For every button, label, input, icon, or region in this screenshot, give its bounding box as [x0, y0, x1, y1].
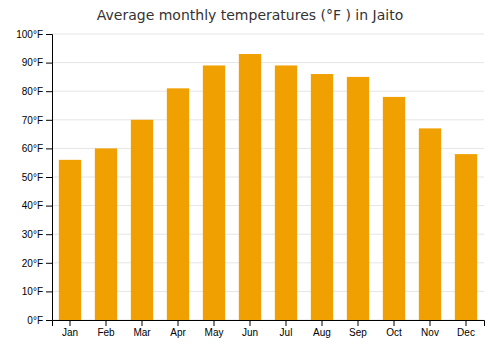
x-tick-mark [322, 320, 323, 326]
bar [131, 120, 153, 320]
x-tick-mark [106, 320, 107, 326]
x-tick: Jan [62, 320, 78, 338]
x-tick-mark [394, 320, 395, 326]
y-tick: 0°F [27, 315, 52, 326]
y-tick-mark [46, 63, 52, 64]
y-tick-label: 80°F [22, 86, 43, 97]
x-tick-label: Jan [62, 327, 78, 338]
grid-line [52, 62, 484, 63]
x-tick-label: Aug [313, 327, 331, 338]
bar [347, 77, 369, 320]
x-tick: Jul [280, 320, 293, 338]
y-tick: 100°F [16, 29, 52, 40]
bar [311, 74, 333, 320]
y-tick: 80°F [22, 86, 52, 97]
x-tick-mark [178, 320, 179, 326]
grid-line [52, 91, 484, 92]
x-tick: Dec [457, 320, 475, 338]
x-tick-mark [358, 320, 359, 326]
plot: Jan Feb Mar Apr May Jun Jul Aug Sep Oct Nov Dec 0°F 1… [16, 29, 484, 338]
y-tick-label: 90°F [22, 57, 43, 68]
y-tick-label: 20°F [22, 258, 43, 269]
chart: Average monthly temperatures (°F ) in Ja… [0, 0, 500, 350]
x-tick-mark [430, 320, 431, 326]
x-tick-label: Jun [242, 327, 258, 338]
y-tick-mark [46, 91, 52, 92]
bar [455, 154, 477, 320]
x-tick-mark [70, 320, 71, 326]
x-tick-mark [250, 320, 251, 326]
y-tick-label: 0°F [27, 315, 43, 326]
y-tick-label: 30°F [22, 229, 43, 240]
bar [239, 54, 261, 320]
y-tick: 20°F [22, 258, 52, 269]
grid-line [52, 34, 484, 35]
y-tick-mark [46, 320, 52, 321]
grid [52, 34, 484, 320]
title: Average monthly temperatures (°F ) in Ja… [97, 7, 404, 23]
y-axis: 0°F 10°F 20°F 30°F 40°F 50°F 60°F 70°F 80°F 90°F 1… [16, 29, 52, 326]
x-tick-mark [142, 320, 143, 326]
y-tick-label: 10°F [22, 286, 43, 297]
x-tick: Feb [97, 320, 115, 338]
y-tick: 50°F [22, 172, 52, 183]
x-tick-mark [466, 320, 467, 326]
y-tick-mark [46, 120, 52, 121]
x-tick-label: Dec [457, 327, 475, 338]
x-tick-mark [214, 320, 215, 326]
y-tick: 60°F [22, 143, 52, 154]
bar [275, 65, 297, 320]
y-tick-mark [46, 263, 52, 264]
x-tick-label: Sep [349, 327, 367, 338]
y-tick-label: 50°F [22, 172, 43, 183]
bars [59, 54, 477, 320]
grid-line [52, 119, 484, 120]
y-tick-mark [46, 148, 52, 149]
x-tick-label: Apr [170, 327, 186, 338]
x-tick-label: Feb [97, 327, 115, 338]
x-tick-label: Oct [386, 327, 402, 338]
y-tick: 90°F [22, 57, 52, 68]
y-tick-mark [46, 177, 52, 178]
y-tick: 40°F [22, 200, 52, 211]
bar [167, 88, 189, 320]
bar [95, 148, 117, 320]
x-tick: Jun [242, 320, 258, 338]
y-tick-label: 100°F [16, 29, 43, 40]
bar [203, 65, 225, 320]
x-axis: Jan Feb Mar Apr May Jun Jul Aug Sep Oct Nov Dec [53, 320, 485, 338]
x-axis-line [53, 321, 485, 327]
bar [59, 160, 81, 320]
y-tick-label: 40°F [22, 200, 43, 211]
x-tick: Apr [170, 320, 186, 338]
x-tick-label: Jul [280, 327, 293, 338]
x-tick: May [205, 320, 224, 338]
y-axis-line [46, 35, 53, 321]
y-tick-label: 60°F [22, 143, 43, 154]
x-tick: Mar [133, 320, 151, 338]
x-tick-label: Nov [421, 327, 439, 338]
y-tick-mark [46, 34, 52, 35]
x-tick: Sep [349, 320, 367, 338]
x-tick-label: Mar [133, 327, 151, 338]
y-tick: 10°F [22, 286, 52, 297]
y-tick-mark [46, 291, 52, 292]
bar [419, 128, 441, 320]
y-tick: 70°F [22, 115, 52, 126]
x-tick-label: May [205, 327, 224, 338]
y-tick-mark [46, 234, 52, 235]
chart-container: Average monthly temperatures (°F ) in Ja… [0, 0, 500, 350]
x-tick: Nov [421, 320, 439, 338]
y-tick-label: 70°F [22, 115, 43, 126]
x-tick: Oct [386, 320, 402, 338]
y-tick-mark [46, 206, 52, 207]
x-tick: Aug [313, 320, 331, 338]
y-tick: 30°F [22, 229, 52, 240]
x-tick-mark [286, 320, 287, 326]
bar [383, 97, 405, 320]
